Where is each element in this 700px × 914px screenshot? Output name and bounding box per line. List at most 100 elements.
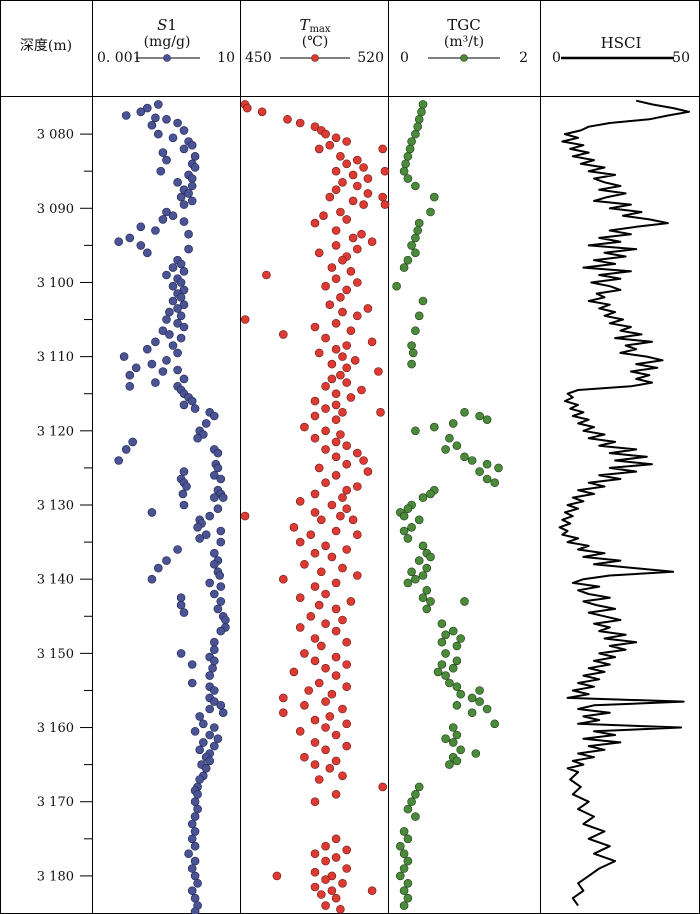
tmax-point — [310, 582, 320, 591]
s1-point — [182, 482, 191, 491]
tgc-point — [414, 782, 424, 792]
tmax-point — [331, 730, 341, 740]
s1-point — [162, 355, 171, 365]
s1-point — [179, 608, 189, 617]
s1-point — [187, 864, 197, 873]
tmax-point — [327, 500, 337, 510]
hsci-max-label: 50 — [672, 50, 690, 66]
tgc-point — [403, 878, 413, 888]
tmax-point — [321, 841, 330, 851]
depth-tick-label: 3 160 — [37, 721, 74, 736]
s1-point — [154, 129, 163, 139]
tgc-point — [407, 359, 416, 369]
s1-point — [114, 456, 123, 465]
tmax-point — [359, 163, 368, 172]
tgc-point — [403, 893, 413, 903]
s1-point — [136, 107, 146, 117]
tmax-point — [352, 530, 362, 540]
s1-point — [205, 704, 214, 714]
tgc-point — [392, 281, 401, 291]
tmax-point — [300, 422, 309, 432]
depth-axis: 3 080 3 090 3 100 3 110 3 120 3 130 3 140 3 150… — [37, 128, 92, 884]
tmax-point — [336, 292, 345, 302]
s1-point — [195, 534, 204, 543]
tmax-point — [378, 782, 388, 792]
tgc-point — [460, 452, 469, 462]
tgc-point — [411, 233, 420, 243]
s1-point — [210, 697, 219, 706]
s1-point — [193, 804, 202, 814]
tgc-point — [467, 456, 477, 465]
s1-point — [199, 738, 208, 747]
tmax-point — [321, 478, 330, 488]
depth-tick-label: 3 170 — [37, 795, 74, 810]
s1-point — [190, 797, 200, 807]
tgc-point — [399, 864, 409, 873]
tgc-point — [482, 459, 492, 469]
tmax-point — [342, 378, 352, 387]
tmax-point — [380, 200, 390, 209]
tmax-point — [331, 789, 341, 799]
s1-point — [162, 315, 171, 324]
tgc-point — [403, 856, 413, 866]
tgc-point — [452, 756, 462, 766]
tmax-point — [283, 115, 292, 124]
depth-axis-title: 深度(m) — [20, 38, 72, 54]
tgc-point — [441, 630, 450, 640]
tgc-point — [399, 166, 409, 176]
s1-point — [154, 563, 163, 573]
s1-point — [125, 370, 135, 380]
tmax-point — [310, 433, 320, 443]
track-tmax-points — [240, 100, 390, 914]
s1-point — [195, 712, 204, 721]
tmax-point — [331, 604, 341, 614]
s1-point — [173, 304, 182, 313]
s1-point — [190, 726, 200, 736]
tgc-point — [448, 626, 458, 636]
tgc-point — [407, 567, 416, 577]
s1-point — [173, 348, 182, 358]
tmax-point — [289, 522, 299, 532]
tmax-point — [352, 244, 362, 254]
tmax-point — [338, 255, 347, 265]
s1-point — [205, 730, 214, 740]
s1-point — [213, 463, 223, 473]
s1-point — [176, 593, 186, 603]
tmax-point — [342, 864, 352, 873]
s1-point — [210, 686, 219, 695]
s1-point — [173, 318, 182, 328]
tgc-point — [471, 749, 481, 758]
tmax-point — [331, 185, 341, 194]
s1-point — [158, 215, 168, 224]
tmax-point — [342, 137, 352, 146]
s1-point — [151, 113, 160, 123]
tgc-point — [417, 107, 426, 117]
depth-tick-label: 3 130 — [37, 499, 74, 514]
tmax-point — [310, 797, 320, 807]
s1-point — [193, 878, 202, 888]
s1-title-main: S — [157, 16, 167, 34]
s1-point — [128, 437, 137, 447]
tmax-point — [348, 515, 358, 525]
tgc-point — [418, 593, 428, 603]
tgc-point — [433, 667, 443, 677]
tmax-point — [352, 311, 362, 321]
s1-point — [190, 893, 200, 903]
s1-point — [176, 292, 186, 302]
tmax-point — [346, 393, 356, 402]
tgc-point — [418, 100, 428, 109]
tmax-title: Tmax — [299, 16, 330, 35]
tmax-point — [367, 337, 377, 347]
tmax-point — [319, 211, 328, 220]
s1-point — [210, 589, 219, 599]
s1-point — [215, 571, 224, 580]
tgc-point — [411, 812, 420, 821]
tmax-point — [314, 348, 324, 358]
depth-tick-label: 3 120 — [37, 424, 74, 439]
tmax-point — [325, 192, 335, 202]
s1-point — [168, 281, 178, 291]
tgc-point — [411, 326, 420, 336]
tmax-point — [338, 307, 347, 317]
tmax-point — [310, 396, 320, 406]
tmax-point — [357, 385, 366, 395]
